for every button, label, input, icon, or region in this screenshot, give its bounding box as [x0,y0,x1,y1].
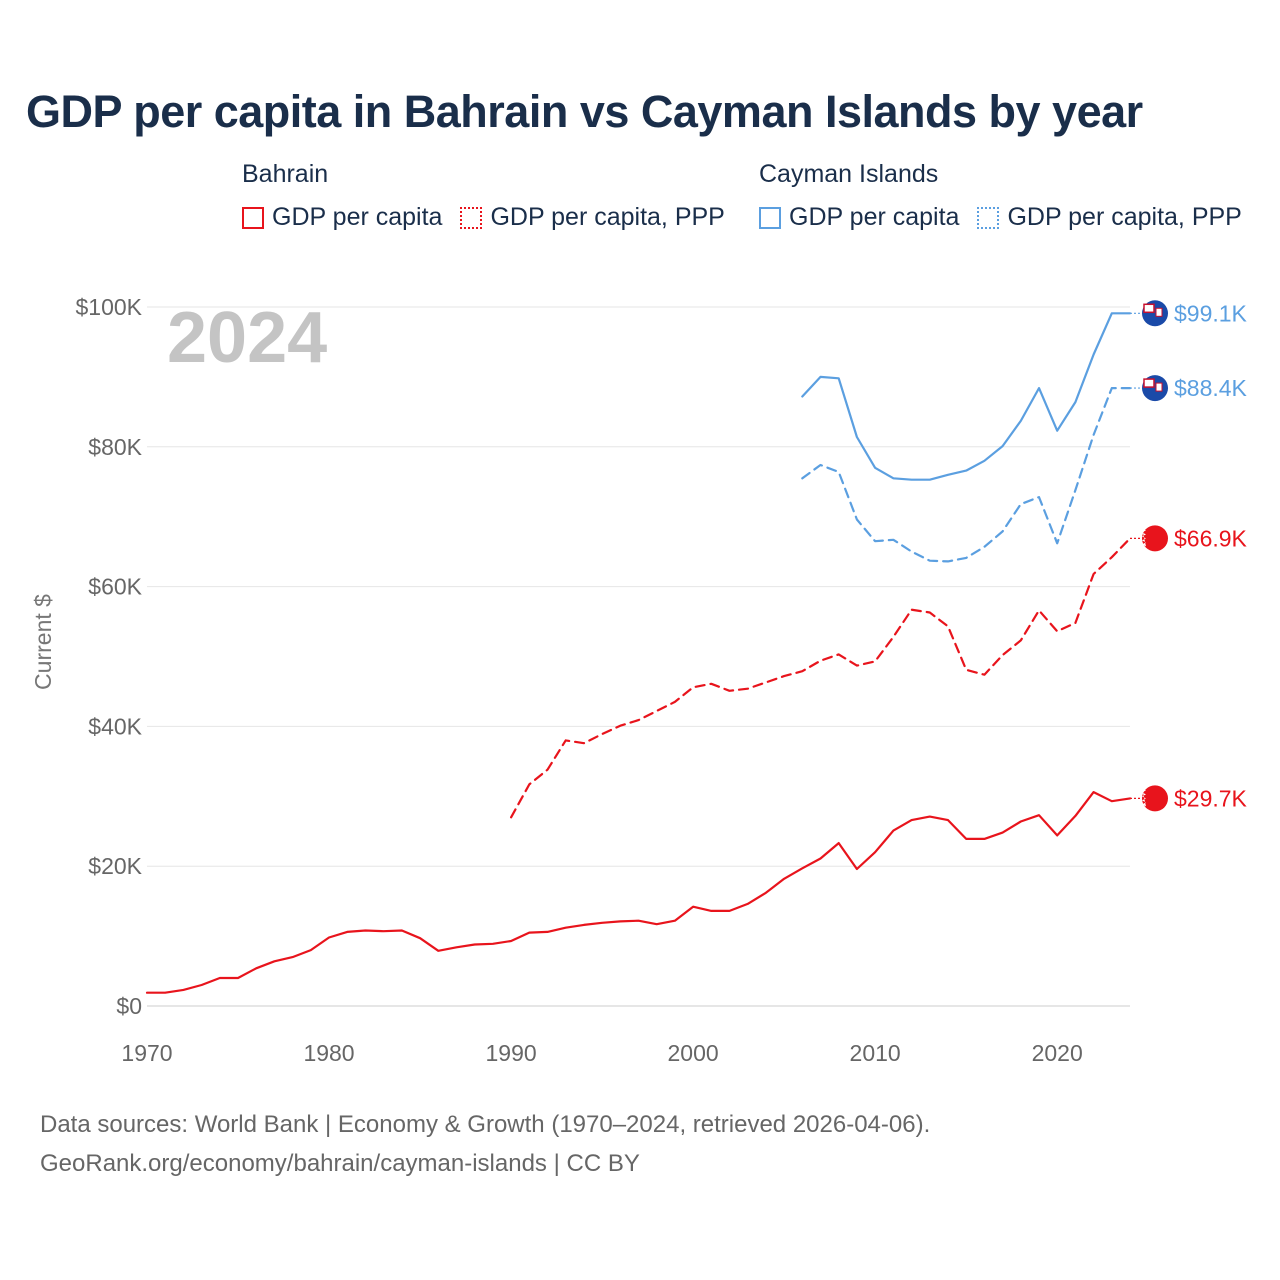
legend-item-bahrain-gdp-ppp[interactable]: GDP per capita, PPP [460,203,725,232]
end-value-label: $99.1K [1174,300,1248,326]
legend-swatch-dotted [460,206,483,229]
flag-cayman-union-icon [1143,378,1155,388]
source-note: Data sources: World Bank | Economy & Gro… [40,1105,930,1183]
series-line [510,537,1132,819]
end-value-label: $66.9K [1174,525,1248,551]
legend-swatch-solid [759,206,781,229]
y-tick-label: $100K [75,294,142,320]
x-tick-label: 2020 [1032,1040,1083,1066]
legend-item-label: GDP per capita, PPP [490,203,725,231]
x-tick-label: 1990 [485,1040,536,1066]
end-value-label: $88.4K [1174,375,1248,401]
flag-cayman-crest-icon [1155,307,1163,317]
x-tick-label: 2000 [668,1040,719,1066]
y-tick-label: $20K [88,853,142,879]
legend-swatch-solid [242,206,264,229]
flag-bahrain-icon [1142,785,1168,812]
legend-group-title: Bahrain [242,160,329,188]
source-line-2: GeoRank.org/economy/bahrain/cayman-islan… [40,1150,640,1177]
legend-item-cayman-gdp-ppp[interactable]: GDP per capita, PPP [977,203,1242,232]
y-tick-label: $60K [88,574,142,600]
flag-bahrain-icon [1142,525,1168,552]
legend-item-label: GDP per capita [789,203,960,231]
flag-bahrain-serration-icon [1142,788,1146,807]
y-axis-label: Current $ [30,594,56,690]
legend-group-title: Cayman Islands [759,160,939,188]
source-line-1: Data sources: World Bank | Economy & Gro… [40,1111,931,1138]
legend-item-bahrain-gdp[interactable]: GDP per capita [242,203,442,232]
legend-item-label: GDP per capita [272,203,443,231]
year-watermark: 2024 [167,298,327,378]
flag-cayman-crest-icon [1155,382,1163,392]
chart-title: GDP per capita in Bahrain vs Cayman Isla… [26,86,1143,137]
legend-item-label: GDP per capita, PPP [1007,203,1242,231]
legend-item-cayman-gdp[interactable]: GDP per capita [759,203,959,232]
y-tick-label: $0 [116,993,142,1019]
series-line [145,791,1132,994]
y-tick-label: $80K [88,434,142,460]
flag-cayman-union-icon [1143,303,1155,314]
series-line [801,312,1132,481]
legend-group-bahrain: Bahrain GDP per capita GDP per capita, P… [242,160,725,232]
x-tick-label: 1970 [121,1040,172,1066]
series-line [801,387,1132,563]
x-tick-label: 2010 [850,1040,901,1066]
legend-group-cayman: Cayman Islands GDP per capita GDP per ca… [759,160,1242,232]
legend-swatch-dotted [977,206,1000,229]
end-value-label: $29.7K [1174,785,1248,811]
flag-bahrain-serration-icon [1142,528,1146,547]
y-tick-label: $40K [88,713,142,739]
x-tick-label: 1980 [303,1040,354,1066]
